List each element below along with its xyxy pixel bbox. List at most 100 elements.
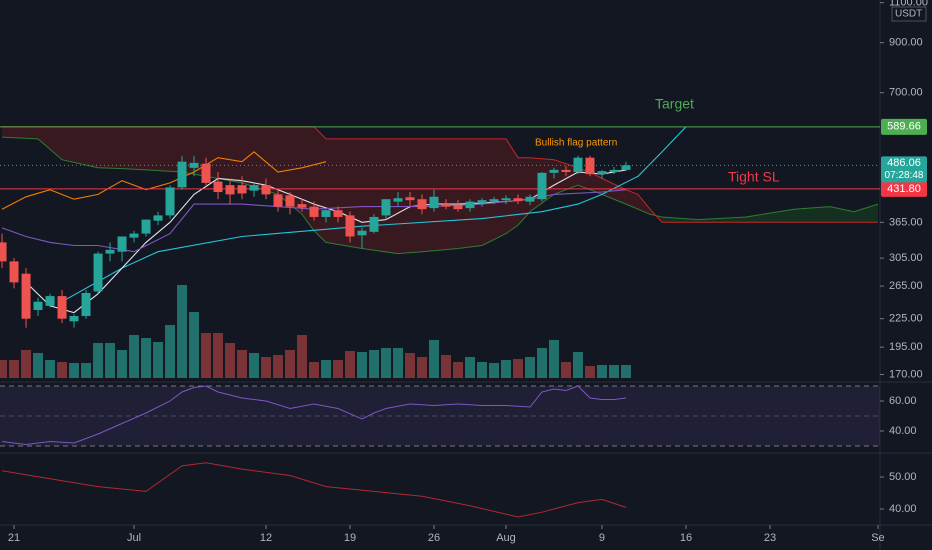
x-tick-label: 19 (344, 532, 356, 544)
x-tick-label: Aug (496, 532, 516, 544)
cloud-fill (314, 126, 326, 243)
last-price-label: 486.06 (887, 157, 921, 169)
cloud-fill (38, 126, 62, 160)
volume-bar (512, 359, 523, 378)
y-tick-label: 305.00 (889, 252, 923, 264)
volume-bar (33, 353, 44, 378)
y-tick-label: 900.00 (889, 37, 923, 49)
volume-bar (405, 353, 416, 378)
candle-body (405, 197, 415, 201)
y-tick-label: 40.00 (889, 503, 917, 515)
candle-body (45, 296, 55, 306)
candle-body (105, 249, 115, 254)
candle-body (129, 233, 139, 238)
volume-bar (225, 343, 236, 378)
volume-bar (476, 362, 487, 378)
candle-body (597, 171, 607, 175)
candle-body (309, 206, 319, 217)
x-tick-label: 21 (8, 532, 20, 544)
volume-bar (393, 348, 404, 378)
volume-bar (452, 362, 463, 378)
volume-bar (69, 363, 80, 378)
volume-bar (381, 348, 392, 378)
volume-bar (189, 312, 200, 378)
candle-body (561, 169, 571, 173)
cloud-fill (482, 138, 506, 246)
x-tick-label: 23 (764, 532, 776, 544)
cloud-fill (242, 126, 278, 195)
volume-bar (369, 350, 380, 378)
volume-bar (608, 365, 619, 378)
indicator-line (1, 151, 327, 210)
candle-body (453, 205, 463, 210)
annotation: Bullish flag pattern (535, 138, 617, 149)
cloud-fill (662, 217, 698, 223)
y-tick-label: 225.00 (889, 313, 923, 325)
volume-bar (249, 353, 260, 378)
candle-body (141, 219, 151, 234)
price-tag-label: 589.66 (887, 121, 921, 133)
candle-body (117, 236, 127, 252)
volume-bar (417, 357, 428, 378)
volume-bar (560, 362, 571, 378)
candle-body (153, 215, 163, 221)
last-price-tag (881, 156, 927, 183)
candle-body (213, 181, 223, 193)
cloud-fill (854, 204, 878, 223)
volume-bar (297, 335, 308, 378)
y-tick-label: 40.00 (889, 425, 917, 437)
cloud-fill (122, 126, 146, 170)
level-name: Target (655, 96, 694, 112)
candle-body (393, 198, 403, 202)
candle-body (189, 162, 199, 168)
candle-body (297, 204, 307, 208)
x-tick-label: Se (871, 532, 884, 544)
candle-body (69, 316, 79, 322)
candle-body (285, 195, 295, 207)
volume-bar (345, 351, 356, 378)
indicator-line (61, 126, 687, 303)
volume-bar (285, 350, 296, 378)
volume-bar (213, 333, 224, 378)
volume-bar (333, 360, 344, 378)
volume-bar (500, 360, 511, 378)
price-tag-label: 431.80 (887, 183, 921, 195)
candle-body (525, 196, 535, 202)
candle-body (249, 185, 259, 191)
volume-bar (524, 357, 535, 378)
cloud-fill (422, 138, 458, 252)
y-tick-label: 365.00 (889, 216, 923, 228)
candle-body (549, 169, 559, 173)
y-tick-label: 195.00 (889, 341, 923, 353)
cloud-fill (98, 126, 122, 169)
candle-body (429, 196, 439, 209)
candle-body (273, 194, 283, 207)
volume-bar (9, 360, 20, 378)
volume-bar (57, 362, 68, 378)
cloud-fill (146, 126, 182, 172)
volume-bar (440, 355, 451, 378)
candle-body (585, 157, 595, 175)
candle-body (441, 204, 451, 207)
candle-body (93, 253, 103, 292)
volume-bar (620, 365, 631, 378)
candle-body (57, 296, 67, 319)
candle-body (465, 201, 475, 209)
candle-body (261, 185, 271, 195)
cloud-fill (626, 189, 638, 210)
y-tick-label: 700.00 (889, 87, 923, 99)
candle-body (321, 210, 331, 217)
candle-body (513, 198, 523, 202)
candle-body (573, 157, 583, 173)
volume-bar (464, 357, 475, 378)
volume-bar (572, 352, 583, 378)
cloud-fill (554, 159, 566, 195)
candle-body (225, 185, 235, 195)
candle-body (501, 198, 511, 201)
candle-body (237, 185, 247, 194)
cloud-fill (698, 217, 746, 223)
cloud-fill (62, 126, 98, 168)
candle-body (9, 261, 19, 283)
